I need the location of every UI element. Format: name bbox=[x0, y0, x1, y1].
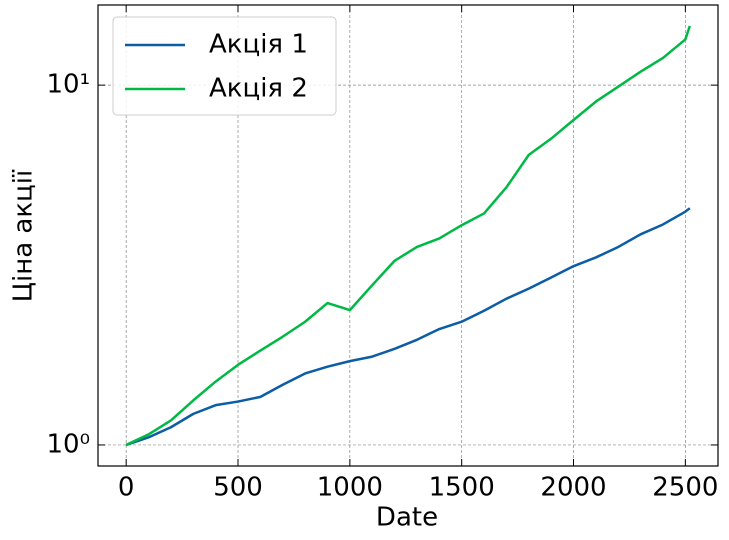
x-tick-label: 500 bbox=[213, 473, 263, 503]
x-tick-label: 2500 bbox=[652, 473, 718, 503]
y-axis-label: Ціна акції bbox=[9, 169, 39, 302]
plot-frame bbox=[97, 4, 719, 467]
legend-box bbox=[112, 16, 337, 116]
x-axis-label: Date bbox=[376, 503, 438, 533]
x-tick-label: 2000 bbox=[540, 473, 606, 503]
legend-label: Акція 1 bbox=[209, 30, 308, 60]
data-line bbox=[125, 25, 692, 447]
legend-label: Акція 2 bbox=[209, 74, 308, 104]
data-line bbox=[125, 207, 691, 447]
x-tick-label: 1500 bbox=[429, 473, 495, 503]
x-tick-label: 0 bbox=[118, 473, 135, 503]
x-tick-label: 1000 bbox=[317, 473, 383, 503]
y-tick-label: 10⁰ bbox=[46, 429, 90, 459]
y-tick-label: 10¹ bbox=[46, 70, 90, 100]
